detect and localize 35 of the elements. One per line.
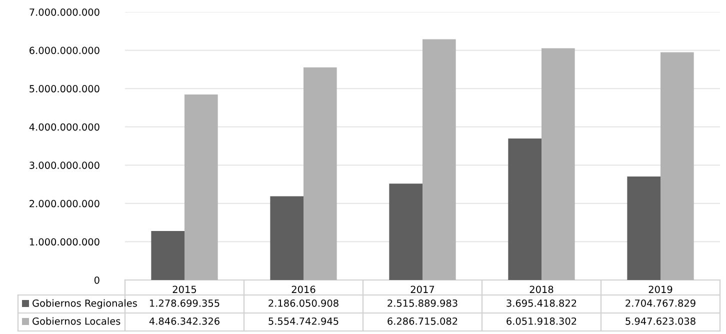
bar <box>627 176 660 280</box>
data-label: 6.051.918.302 <box>506 317 576 325</box>
legend-label: Gobiernos Locales <box>32 317 120 325</box>
data-label: 2.515.889.983 <box>388 299 458 307</box>
y-tick-label: 4.000.000.000 <box>29 123 100 131</box>
data-label: 2.704.767.829 <box>626 299 696 307</box>
x-tick-label: 2016 <box>292 286 316 294</box>
x-tick-label: 2018 <box>530 286 554 294</box>
y-tick-label: 0 <box>94 276 100 284</box>
bar <box>389 184 422 280</box>
y-tick-label: 2.000.000.000 <box>30 200 100 208</box>
y-tick-label: 7.000.000.000 <box>30 8 100 16</box>
legend-label: Gobiernos Regionales <box>32 299 137 309</box>
data-label: 2.186.050.908 <box>268 299 338 307</box>
y-tick-label: 5.000.000.000 <box>30 85 100 92</box>
x-tick-label: 2017 <box>410 286 434 294</box>
bar <box>542 48 575 280</box>
y-tick-label: 3.000.000.000 <box>30 162 100 169</box>
x-tick-label: 2019 <box>648 286 672 294</box>
bar <box>304 67 337 280</box>
y-tick-label: 6.000.000.000 <box>30 46 100 54</box>
bar <box>660 52 694 280</box>
data-label: 5.554.742.945 <box>268 317 338 325</box>
bar <box>508 138 542 280</box>
data-label: 6.286.715.082 <box>388 317 458 325</box>
bar <box>422 39 456 280</box>
data-label: 4.846.342.326 <box>149 317 220 325</box>
bar <box>270 196 304 280</box>
y-tick-label: 1.000.000.000 <box>30 238 100 246</box>
bar <box>184 94 218 280</box>
data-label: 3.695.418.822 <box>506 299 576 307</box>
x-tick-label: 2015 <box>172 286 196 294</box>
data-label: 5.947.623.038 <box>626 317 696 325</box>
bar <box>151 231 184 280</box>
data-label: 1.278.699.355 <box>150 299 220 307</box>
